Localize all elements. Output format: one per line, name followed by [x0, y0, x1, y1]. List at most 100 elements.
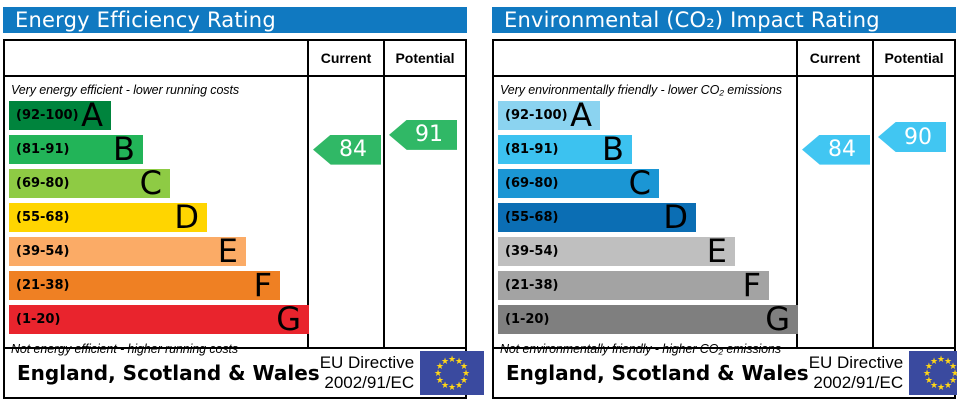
- band-letter: B: [113, 130, 135, 168]
- environmental-band-d: (55-68) D: [498, 198, 696, 236]
- energy-band-c: (69-80) C: [9, 164, 170, 202]
- band-letter: A: [570, 96, 592, 134]
- svg-text:★: ★: [462, 369, 470, 379]
- energy-band-b: (81-91) B: [9, 130, 143, 168]
- region-label: England, Scotland & Wales: [506, 361, 809, 385]
- energy-potential-header: Potential: [395, 50, 455, 66]
- svg-text:★: ★: [460, 376, 468, 386]
- environmental-impact-panel: Environmental (CO₂) Impact Rating Curren…: [492, 7, 957, 399]
- band-range: (1-20): [505, 312, 550, 327]
- svg-text:★: ★: [436, 362, 444, 372]
- eu-directive-line1: EU Directive: [319, 352, 415, 372]
- eu-flag-icon: ★★ ★★ ★★ ★★ ★★ ★★: [420, 351, 485, 395]
- energy-current-header: Current: [309, 41, 385, 75]
- environmental-top-label: Very environmentally friendly - lower CO…: [500, 83, 782, 97]
- energy-footer-row: England, Scotland & Wales EU Directive 2…: [5, 347, 485, 397]
- band-letter: C: [139, 164, 162, 202]
- environmental-footer-row: England, Scotland & Wales EU Directive 2…: [494, 347, 957, 397]
- eu-directive-line2: 2002/91/EC: [324, 373, 415, 392]
- svg-text:★: ★: [441, 381, 449, 391]
- band-range: (21-38): [505, 278, 559, 293]
- energy-current-rating-arrow: 84: [313, 134, 381, 165]
- environmental-band-c: (69-80) C: [498, 164, 659, 202]
- environmental-potential-column: 90: [874, 77, 954, 347]
- band-letter: A: [81, 96, 103, 134]
- svg-text:★: ★: [951, 369, 957, 379]
- environmental-band-g: (1-20) G: [498, 300, 798, 338]
- energy-current-column: 84: [309, 77, 385, 347]
- band-letter: F: [253, 266, 272, 304]
- environmental-panel-title: Environmental (CO₂) Impact Rating: [492, 7, 956, 33]
- environmental-band-a: (92-100) A: [498, 96, 600, 134]
- eu-flag-icon: ★★ ★★ ★★ ★★ ★★ ★★: [909, 351, 957, 395]
- svg-text:★: ★: [455, 357, 463, 367]
- energy-rating-table: Current Potential Very energy efficient …: [3, 39, 485, 399]
- eu-directive-label: EU Directive 2002/91/EC: [320, 353, 414, 393]
- energy-band-e: (39-54) E: [9, 232, 246, 270]
- region-label: England, Scotland & Wales: [17, 361, 320, 385]
- svg-text:★: ★: [930, 357, 938, 367]
- energy-panel-title: Energy Efficiency Rating: [3, 7, 467, 33]
- environmental-current-rating-value: 84: [828, 137, 856, 163]
- svg-text:★: ★: [923, 369, 931, 379]
- band-range: (69-80): [505, 176, 559, 191]
- environmental-band-f: (21-38) F: [498, 266, 769, 304]
- band-range: (21-38): [16, 278, 70, 293]
- environmental-rating-table: Current Potential Very environmentally f…: [492, 39, 957, 399]
- eu-directive-line1: EU Directive: [808, 352, 904, 372]
- svg-text:★: ★: [949, 362, 957, 372]
- band-letter: F: [742, 266, 761, 304]
- eu-directive-line2: 2002/91/EC: [813, 373, 904, 392]
- svg-text:★: ★: [448, 383, 456, 393]
- environmental-current-rating-arrow: 84: [802, 134, 870, 165]
- svg-text:★: ★: [441, 357, 449, 367]
- environmental-potential-header: Potential: [884, 50, 944, 66]
- energy-bands: (92-100) A (81-91) B (69-80) C: [9, 96, 309, 338]
- svg-text:★: ★: [455, 381, 463, 391]
- band-range: (69-80): [16, 176, 70, 191]
- energy-potential-column: 91: [385, 77, 465, 347]
- band-range: (55-68): [16, 210, 70, 225]
- svg-text:★: ★: [448, 355, 456, 365]
- svg-text:★: ★: [944, 381, 952, 391]
- svg-text:★: ★: [460, 362, 468, 372]
- environmental-scale-column: Very environmentally friendly - lower CO…: [494, 77, 798, 356]
- energy-body-row: Very energy efficient - lower running co…: [5, 77, 465, 356]
- environmental-bottom-label: Not environmentally friendly - higher CO…: [500, 342, 782, 356]
- energy-efficiency-panel: Energy Efficiency Rating Current Potenti…: [3, 7, 485, 399]
- svg-text:★: ★: [925, 376, 933, 386]
- energy-header-spacer: [5, 41, 309, 75]
- band-range: (1-20): [16, 312, 61, 327]
- svg-text:★: ★: [925, 362, 933, 372]
- band-range: (39-54): [16, 244, 70, 259]
- energy-band-f: (21-38) F: [9, 266, 280, 304]
- svg-text:★: ★: [434, 369, 442, 379]
- svg-text:★: ★: [436, 376, 444, 386]
- band-letter: G: [765, 300, 790, 338]
- band-letter: E: [706, 232, 727, 270]
- energy-scale-column: Very energy efficient - lower running co…: [5, 77, 309, 356]
- environmental-body-row: Very environmentally friendly - lower CO…: [494, 77, 954, 356]
- band-letter: D: [174, 198, 199, 236]
- environmental-header-row: Current Potential: [494, 41, 954, 77]
- environmental-band-b: (81-91) B: [498, 133, 632, 165]
- energy-bottom-label: Not energy efficient - higher running co…: [11, 342, 239, 356]
- svg-text:★: ★: [937, 383, 945, 393]
- band-letter: E: [217, 232, 238, 270]
- band-letter: C: [628, 164, 651, 202]
- eu-directive-label: EU Directive 2002/91/EC: [809, 353, 903, 393]
- energy-header-row: Current Potential: [5, 41, 465, 77]
- environmental-bands: (92-100) A (81-91) B (69-80) C: [498, 96, 798, 338]
- energy-top-label: Very energy efficient - lower running co…: [11, 83, 239, 97]
- band-range: (81-91): [505, 142, 559, 157]
- energy-band-a: (92-100) A: [9, 96, 111, 134]
- environmental-current-header: Current: [798, 41, 874, 75]
- svg-text:★: ★: [930, 381, 938, 391]
- band-letter: D: [663, 198, 688, 236]
- energy-current-rating-value: 84: [339, 137, 367, 163]
- energy-band-g: (1-20) G: [9, 300, 309, 338]
- band-range: (92-100): [505, 108, 568, 123]
- svg-text:★: ★: [937, 355, 945, 365]
- svg-text:★: ★: [949, 376, 957, 386]
- band-letter: G: [276, 300, 301, 338]
